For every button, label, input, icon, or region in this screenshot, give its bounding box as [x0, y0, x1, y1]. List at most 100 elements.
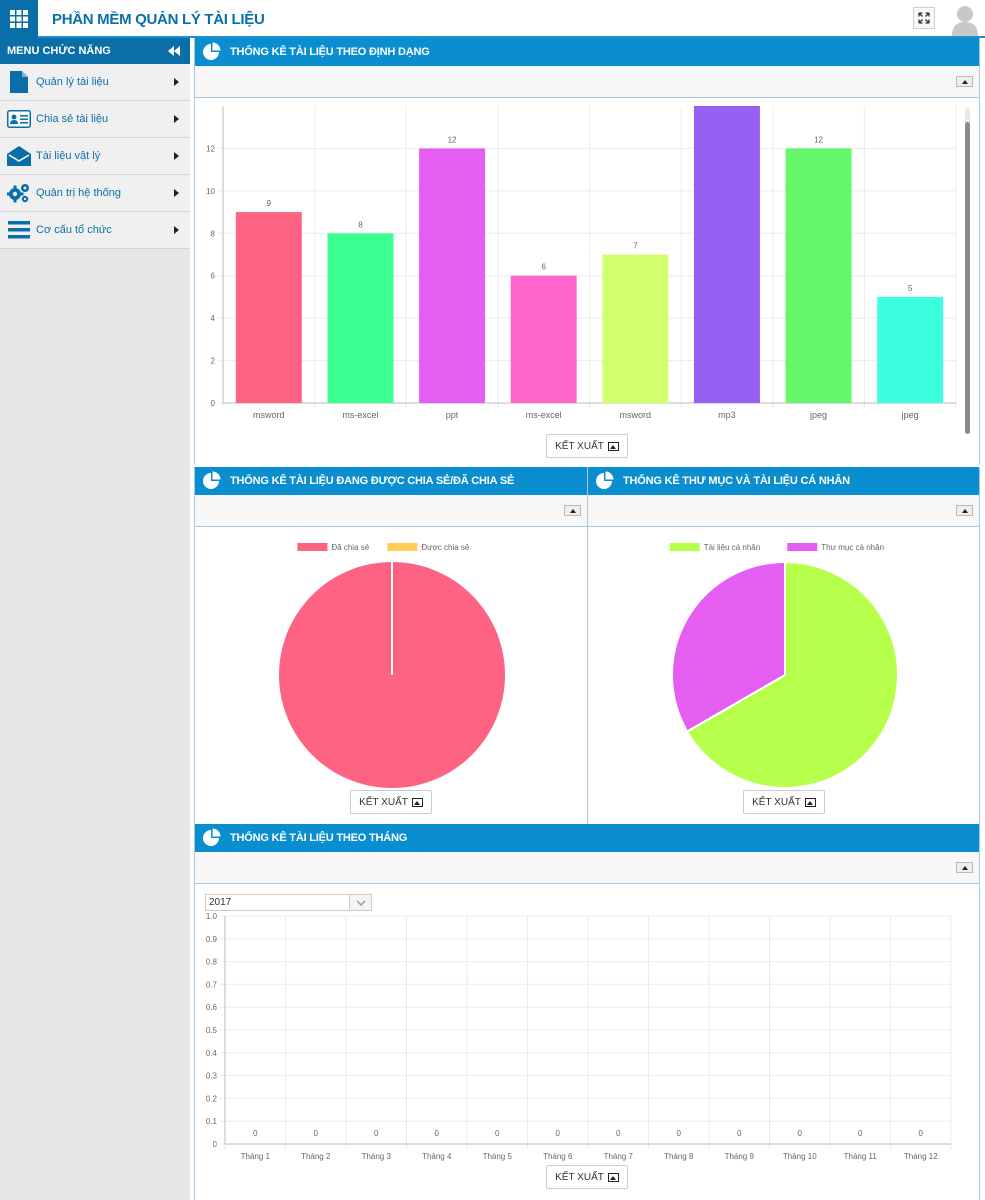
sidebar-item-org-structure[interactable]: Cơ cấu tổ chức [0, 212, 190, 249]
x-tick-label: msword [620, 410, 652, 420]
panel-header: THỐNG KÊ TÀI LIỆU THEO THÁNG [195, 824, 979, 852]
x-tick-label: Tháng 1 [241, 1152, 271, 1161]
personal-pie-chart: Tài liệu cá nhân Thư mục cá nhân [669, 543, 899, 789]
chevron-right-icon [174, 115, 179, 123]
chevron-down-icon [349, 895, 371, 910]
x-tick-label: ms-excel [342, 410, 378, 420]
bar [327, 233, 394, 403]
bar-value-label: 0 [374, 1129, 379, 1138]
export-button-label: KẾT XUẤT [555, 440, 604, 452]
monthly-stats-panel: THỐNG KÊ TÀI LIỆU THEO THÁNG 2017 0 0.1 0.… [194, 824, 980, 1200]
pie-chart-icon [203, 828, 221, 846]
x-tick-label: msword [253, 410, 285, 420]
user-icon [952, 6, 978, 36]
chevron-right-icon [174, 78, 179, 86]
sidebar-item-label: Quản lý tài liệu [36, 76, 109, 88]
grid-icon [10, 10, 28, 28]
user-avatar[interactable] [948, 2, 982, 36]
bar-value-label: 9 [267, 199, 272, 208]
x-tick-label: Tháng 6 [543, 1152, 573, 1161]
x-tick-label: ppt [446, 410, 459, 420]
y-tick-label: 1.0 [206, 912, 218, 921]
bar-value-label: 6 [541, 263, 546, 272]
y-tick-label: 8 [211, 229, 216, 238]
y-tick-label: 0.7 [206, 980, 218, 989]
collapse-button[interactable] [564, 505, 581, 516]
panel-toolbar [195, 852, 979, 884]
bar-value-label: 0 [314, 1129, 319, 1138]
export-button[interactable]: KẾT XUẤT [546, 1165, 628, 1189]
chevron-up-icon [961, 508, 968, 513]
x-tick-label: Tháng 9 [725, 1152, 755, 1161]
panel-title: THỐNG KÊ TÀI LIỆU THEO ĐỊNH DẠNG [230, 46, 430, 58]
x-tick-label: Tháng 10 [783, 1152, 817, 1161]
bar [419, 148, 486, 403]
bar [693, 106, 760, 403]
x-tick-label: jpeg [901, 410, 919, 420]
legend-label: Được chia sẻ [421, 543, 470, 552]
sidebar-item-system-admin[interactable]: Quản trị hệ thống [0, 175, 190, 212]
collapse-button[interactable] [956, 76, 973, 87]
collapse-button[interactable] [956, 862, 973, 873]
x-tick-label: Tháng 3 [362, 1152, 392, 1161]
monthly-chart-area: 2017 0 0.1 0.2 0.3 0.4 0.5 0.6 0.7 0.8 0.9 1.0 0 Thá… [195, 884, 979, 1200]
export-button[interactable]: KẾT XUẤT [546, 434, 628, 458]
legend-swatch [387, 543, 418, 551]
sidebar-item-label: Cơ cấu tổ chức [36, 224, 112, 236]
bar [235, 212, 302, 403]
bars-icon [7, 219, 31, 241]
scrollbar-thumb[interactable] [965, 122, 970, 434]
format-stats-panel: THỐNG KÊ TÀI LIỆU THEO ĐỊNH DẠNG 0 2 4 6 8 10… [194, 38, 980, 465]
pie-slice [671, 560, 786, 733]
bar-value-label: 8 [358, 220, 363, 229]
panel-title: THỐNG KÊ TÀI LIỆU THEO THÁNG [230, 832, 408, 844]
sidebar-item-label: Quản trị hệ thống [36, 187, 122, 199]
id-card-icon [7, 108, 31, 130]
app-title: PHẦN MỀM QUẢN LÝ TÀI LIỆU [52, 11, 265, 28]
chevron-right-icon [174, 152, 179, 160]
sidebar-item-label: Tài liệu vật lý [36, 150, 101, 162]
pie-slice [685, 560, 899, 789]
apps-grid-button[interactable] [0, 0, 38, 38]
shared-pie-chart: Đã chia sẻ Được chia sẻ [279, 543, 505, 788]
bar-value-label: 0 [677, 1129, 682, 1138]
chevron-up-icon [961, 865, 968, 870]
y-tick-label: 12 [206, 144, 215, 153]
y-tick-label: 0.6 [206, 1003, 218, 1012]
pie-chart-icon [203, 42, 221, 60]
pie-chart-icon [203, 471, 221, 489]
sidebar-item-physical-documents[interactable]: Tài liệu vật lý [0, 138, 190, 175]
bar-value-label: 0 [919, 1129, 924, 1138]
bar [510, 275, 577, 403]
bar-value-label: 0 [798, 1129, 803, 1138]
y-tick-label: 0.9 [206, 935, 218, 944]
bar [785, 148, 852, 403]
chevron-right-icon [174, 189, 179, 197]
collapse-button[interactable] [956, 505, 973, 516]
y-tick-label: 0.1 [206, 1117, 218, 1126]
legend-label: Đã chia sẻ [331, 543, 369, 552]
year-select[interactable]: 2017 [205, 894, 372, 911]
sidebar-header: MENU CHỨC NĂNG [0, 38, 190, 64]
export-button[interactable]: KẾT XUẤT [743, 790, 825, 814]
collapse-sidebar-icon[interactable] [168, 46, 180, 56]
bar-value-label: 7 [633, 242, 638, 251]
panel-title: THỐNG KÊ TÀI LIỆU ĐANG ĐƯỢC CHIA SẺ/ĐÃ C… [230, 475, 515, 487]
chart-scrollbar[interactable] [965, 108, 970, 434]
panel-toolbar [195, 66, 979, 98]
panel-toolbar [195, 495, 587, 527]
envelope-icon [7, 145, 31, 167]
chevron-right-icon [174, 226, 179, 234]
bar-value-label: 0 [556, 1129, 561, 1138]
export-button[interactable]: KẾT XUẤT [350, 790, 432, 814]
bar [877, 296, 944, 403]
sidebar-item-document-management[interactable]: Quản lý tài liệu [0, 64, 190, 101]
image-icon [607, 1172, 619, 1182]
y-tick-label: 0.8 [206, 958, 218, 967]
fullscreen-button[interactable] [913, 7, 935, 29]
export-button-label: KẾT XUẤT [359, 796, 408, 808]
y-tick-label: 2 [211, 357, 216, 366]
x-tick-label: Tháng 4 [422, 1152, 452, 1161]
bar-value-label: 0 [858, 1129, 863, 1138]
sidebar-item-document-sharing[interactable]: Chia sẻ tài liệu [0, 101, 190, 138]
